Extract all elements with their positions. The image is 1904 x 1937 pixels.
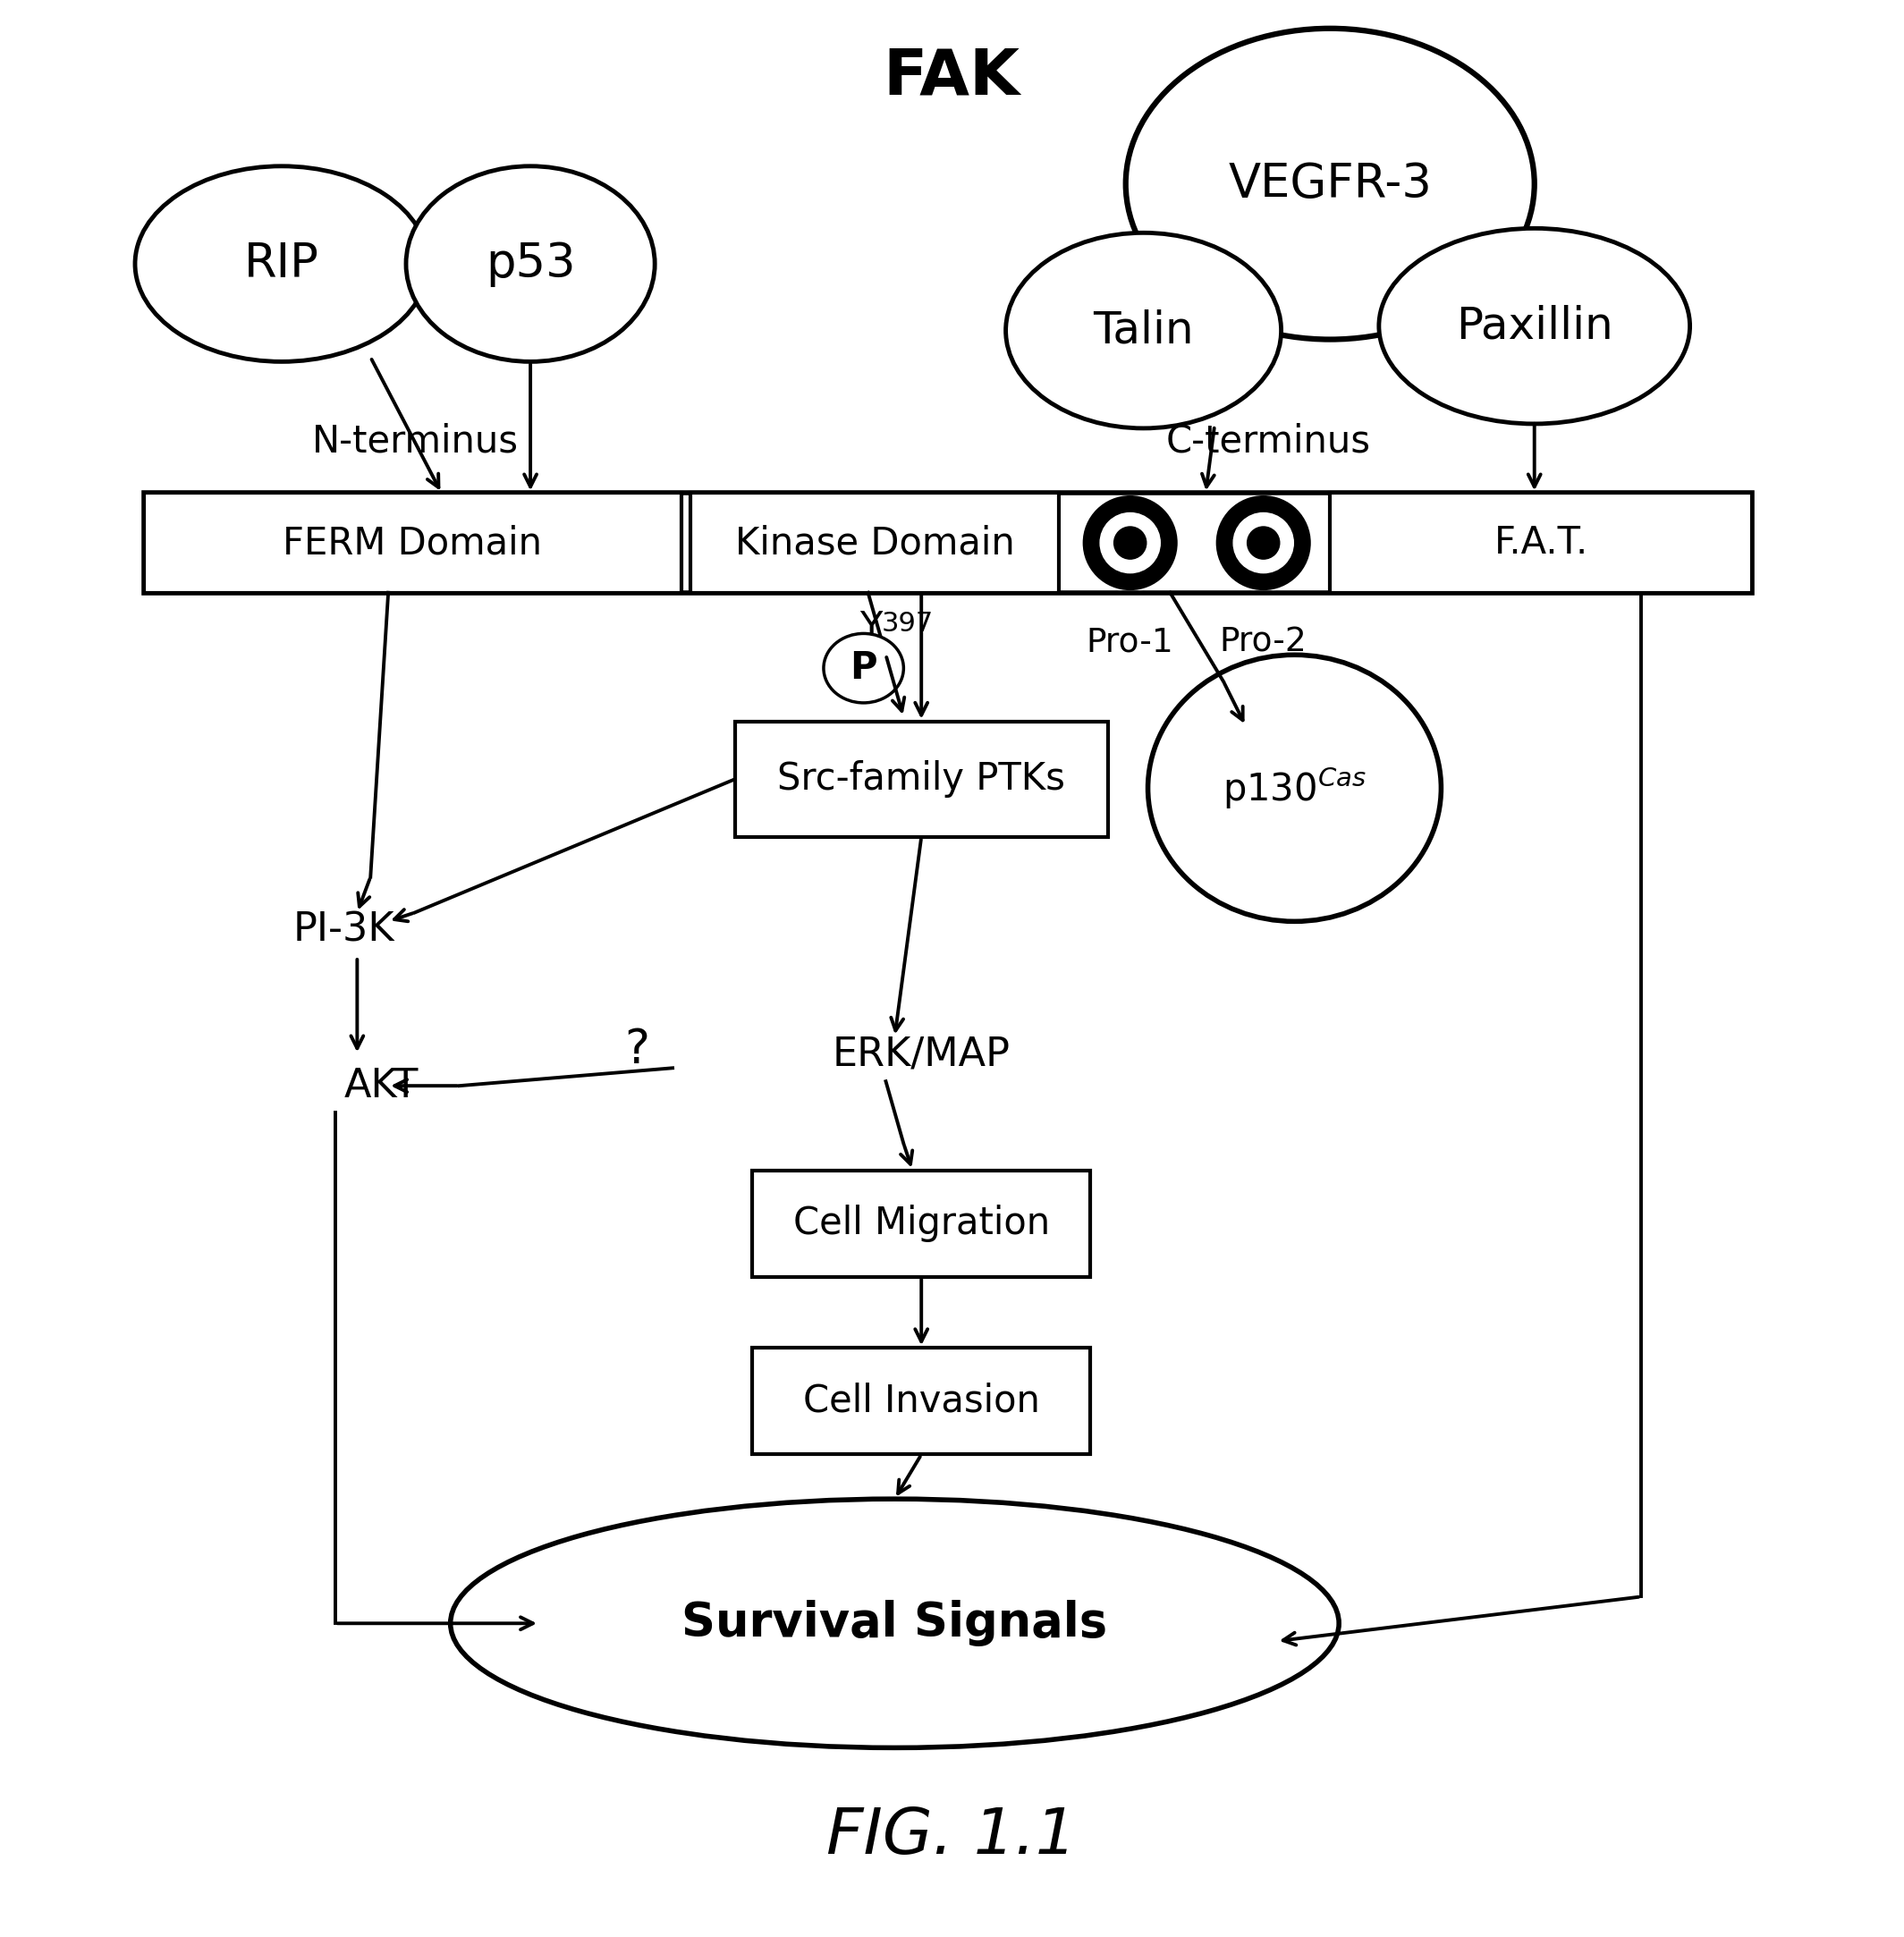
Text: RIP: RIP [244, 240, 320, 287]
Text: VEGFR-3: VEGFR-3 [1228, 161, 1432, 207]
Text: p53: p53 [486, 240, 575, 287]
Text: P: P [849, 649, 878, 688]
Bar [752, 1348, 1091, 1455]
Text: FERM Domain: FERM Domain [284, 525, 543, 562]
Bar [145, 494, 682, 593]
Text: AKT: AKT [345, 1067, 419, 1104]
Ellipse shape [1234, 513, 1293, 573]
Text: Kinase Domain: Kinase Domain [735, 525, 1015, 562]
Text: Paxillin: Paxillin [1457, 304, 1613, 347]
Ellipse shape [1148, 655, 1441, 922]
Ellipse shape [1378, 229, 1691, 424]
Ellipse shape [406, 167, 655, 362]
Text: C-terminus: C-terminus [1165, 422, 1371, 461]
Text: Survival Signals: Survival Signals [682, 1600, 1108, 1646]
Text: F.A.T.: F.A.T. [1495, 525, 1588, 562]
Text: Pro-2: Pro-2 [1220, 626, 1308, 659]
Bar [735, 721, 1108, 837]
Ellipse shape [1083, 496, 1177, 589]
Text: Pro-1: Pro-1 [1087, 626, 1175, 659]
Text: 397: 397 [882, 610, 933, 637]
Ellipse shape [1114, 527, 1146, 560]
Ellipse shape [135, 167, 428, 362]
Text: Y: Y [859, 610, 882, 647]
Ellipse shape [1101, 513, 1160, 573]
Bar [752, 1170, 1091, 1276]
Ellipse shape [1247, 527, 1279, 560]
Text: PI-3K: PI-3K [293, 910, 394, 949]
Text: ?: ? [625, 1027, 649, 1073]
Ellipse shape [451, 1499, 1339, 1747]
Text: p130$^{Cas}$: p130$^{Cas}$ [1222, 765, 1367, 812]
Bar [1331, 494, 1752, 593]
Ellipse shape [1125, 29, 1535, 339]
Text: Cell Invasion: Cell Invasion [803, 1383, 1040, 1420]
Text: Cell Migration: Cell Migration [792, 1205, 1049, 1242]
Text: Src-family PTKs: Src-family PTKs [777, 761, 1064, 798]
Ellipse shape [1217, 496, 1310, 589]
Text: Talin: Talin [1093, 310, 1194, 353]
Bar [691, 494, 1059, 593]
Text: FIG. 1.1: FIG. 1.1 [826, 1805, 1076, 1867]
Text: ERK/MAP: ERK/MAP [832, 1036, 1011, 1073]
Text: N-terminus: N-terminus [312, 422, 518, 461]
Text: FAK: FAK [883, 46, 1021, 108]
Ellipse shape [1005, 232, 1281, 428]
Bar [145, 494, 1752, 593]
Ellipse shape [824, 633, 904, 703]
